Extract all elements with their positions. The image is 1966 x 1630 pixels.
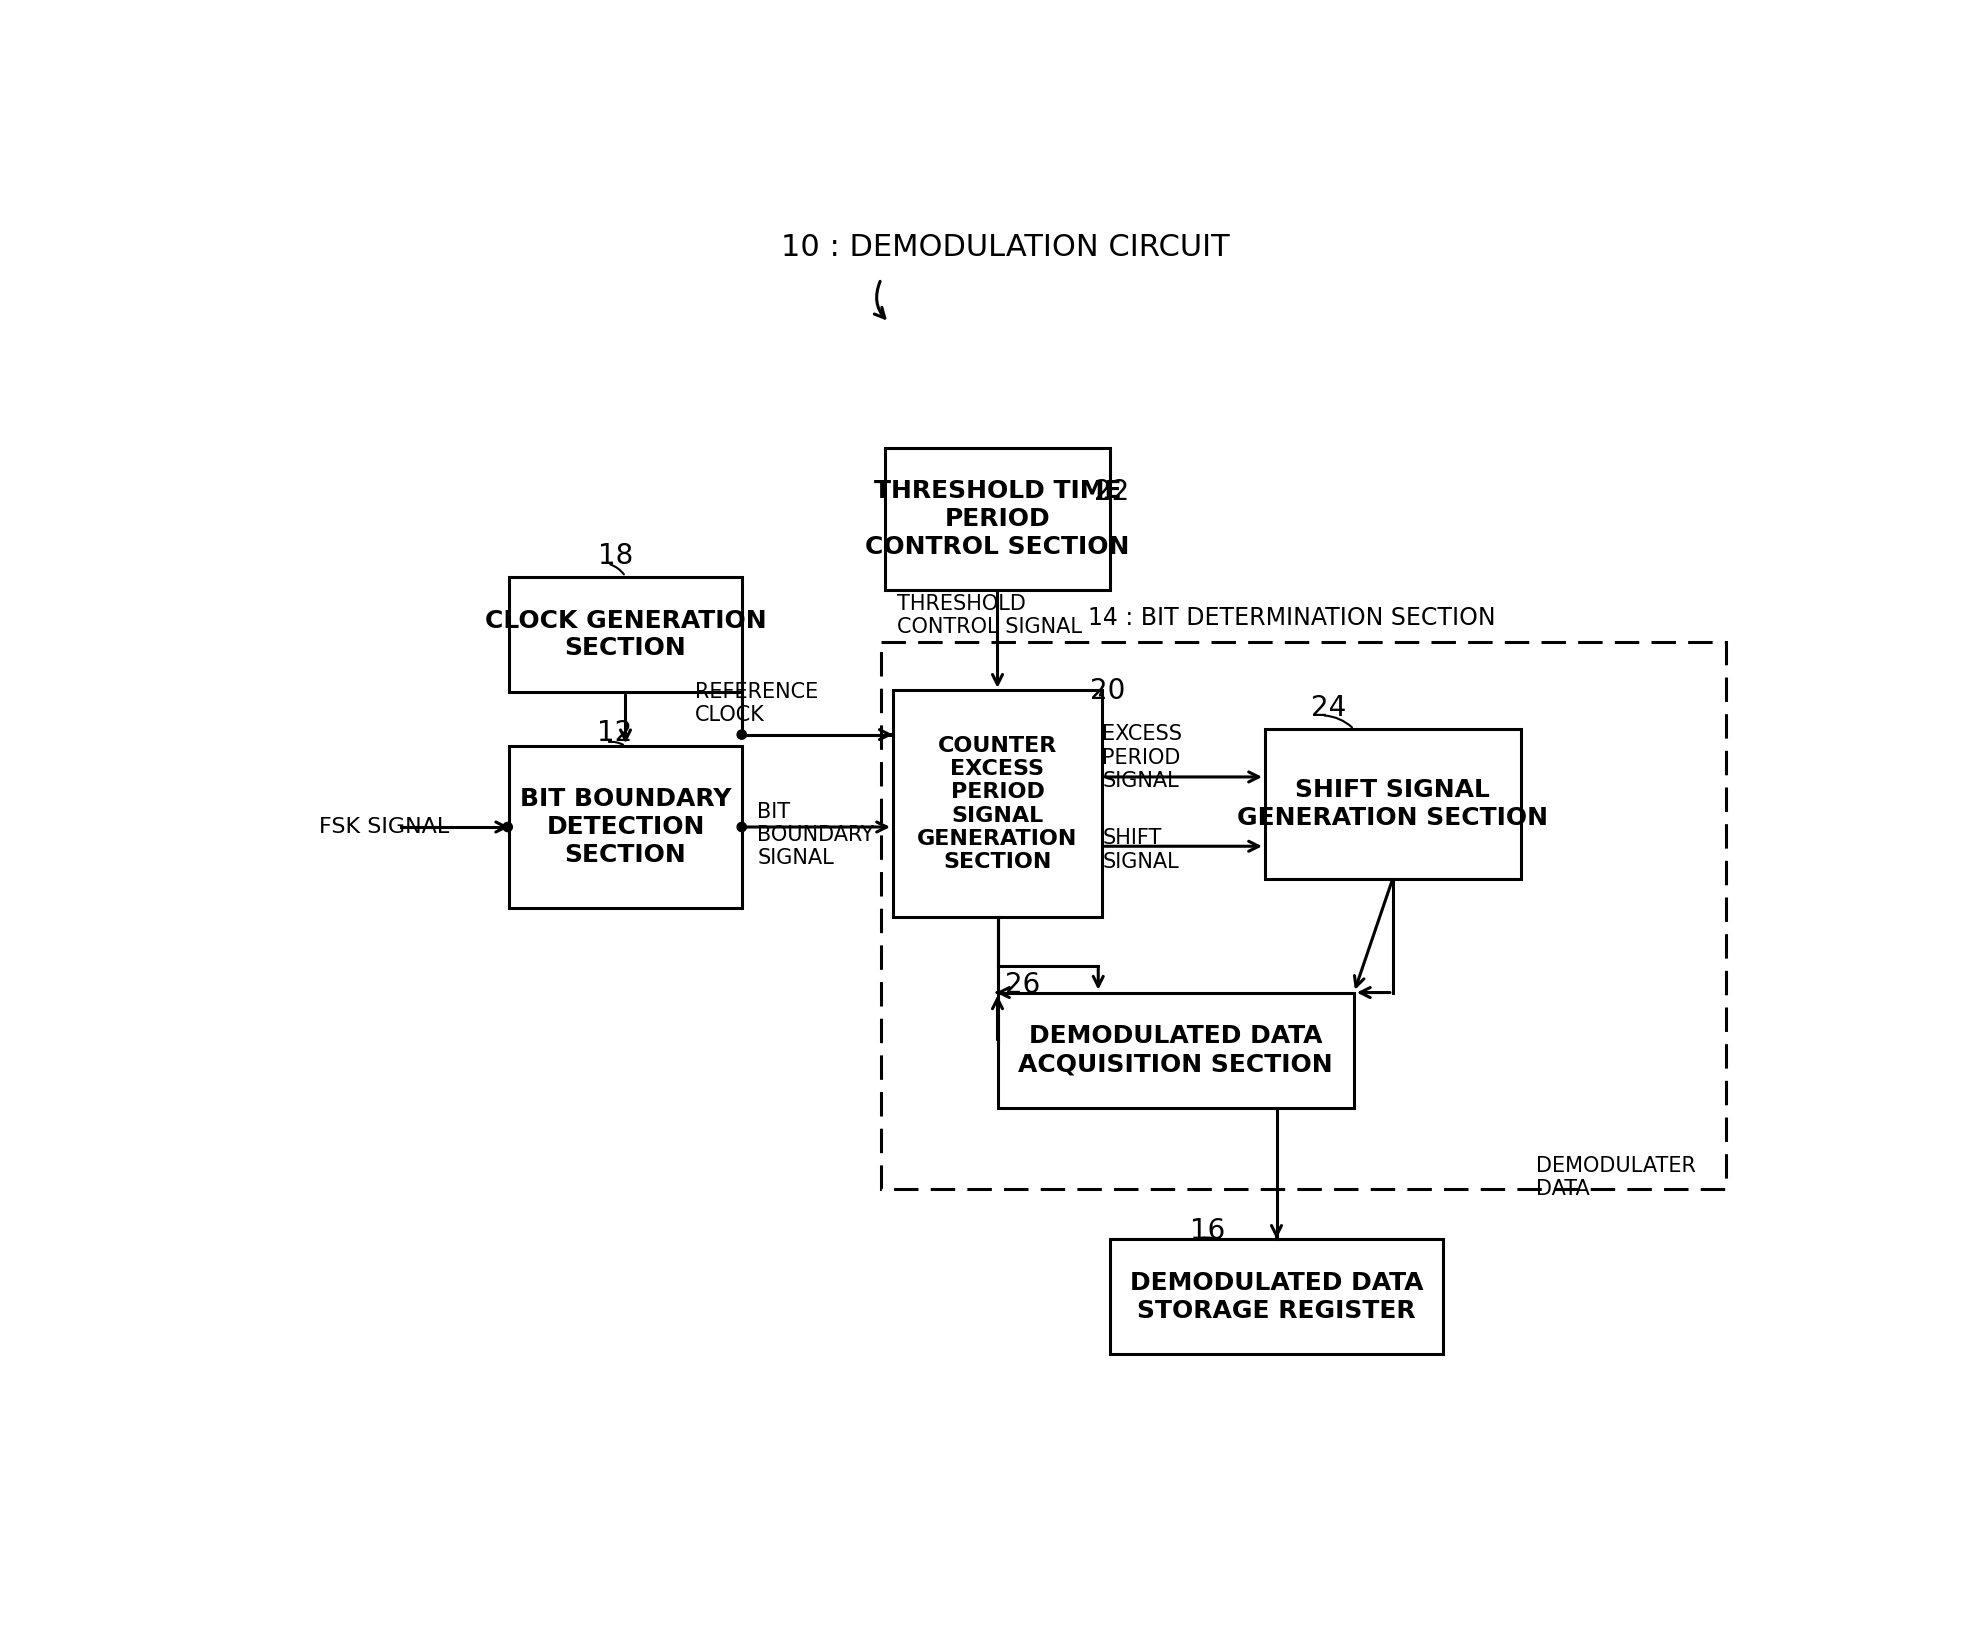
Text: REFERENCE
CLOCK: REFERENCE CLOCK: [696, 683, 818, 725]
Bar: [893, 691, 1103, 918]
Bar: [1264, 729, 1520, 879]
Text: 26: 26: [1005, 971, 1040, 999]
Bar: [997, 993, 1355, 1108]
Bar: [885, 448, 1111, 590]
Text: 16: 16: [1189, 1218, 1225, 1245]
Bar: [509, 747, 741, 908]
Text: 20: 20: [1091, 676, 1127, 704]
Text: 22: 22: [1095, 478, 1130, 505]
Bar: [509, 577, 741, 693]
Text: CLOCK GENERATION
SECTION: CLOCK GENERATION SECTION: [486, 608, 767, 660]
Text: DEMODULATED DATA
STORAGE REGISTER: DEMODULATED DATA STORAGE REGISTER: [1130, 1271, 1423, 1322]
Text: BIT BOUNDARY
DETECTION
SECTION: BIT BOUNDARY DETECTION SECTION: [519, 787, 731, 867]
Text: 14 : BIT DETERMINATION SECTION: 14 : BIT DETERMINATION SECTION: [1089, 606, 1496, 629]
Text: BIT
BOUNDARY
SIGNAL: BIT BOUNDARY SIGNAL: [757, 802, 875, 867]
Text: DEMODULATED DATA
ACQUISITION SECTION: DEMODULATED DATA ACQUISITION SECTION: [1018, 1024, 1333, 1076]
Text: DEMODULATER
DATA: DEMODULATER DATA: [1535, 1156, 1697, 1200]
Text: EXCESS
PERIOD
SIGNAL: EXCESS PERIOD SIGNAL: [1103, 724, 1182, 791]
Circle shape: [737, 823, 747, 831]
Text: FSK SIGNAL: FSK SIGNAL: [318, 817, 450, 836]
Text: 18: 18: [598, 541, 633, 570]
Text: 24: 24: [1311, 694, 1347, 722]
Circle shape: [737, 730, 747, 740]
Bar: [1111, 1239, 1443, 1355]
Text: 10 : DEMODULATION CIRCUIT: 10 : DEMODULATION CIRCUIT: [781, 233, 1229, 262]
Text: THRESHOLD TIME
PERIOD
CONTROL SECTION: THRESHOLD TIME PERIOD CONTROL SECTION: [865, 479, 1130, 559]
Text: 12: 12: [598, 719, 633, 747]
Text: SHIFT SIGNAL
GENERATION SECTION: SHIFT SIGNAL GENERATION SECTION: [1237, 778, 1549, 830]
Text: SHIFT
SIGNAL: SHIFT SIGNAL: [1103, 828, 1180, 872]
Text: THRESHOLD
CONTROL SIGNAL: THRESHOLD CONTROL SIGNAL: [896, 593, 1081, 637]
Bar: [881, 642, 1726, 1188]
Circle shape: [503, 823, 513, 831]
Text: COUNTER
EXCESS
PERIOD
SIGNAL
GENERATION
SECTION: COUNTER EXCESS PERIOD SIGNAL GENERATION …: [918, 735, 1077, 872]
